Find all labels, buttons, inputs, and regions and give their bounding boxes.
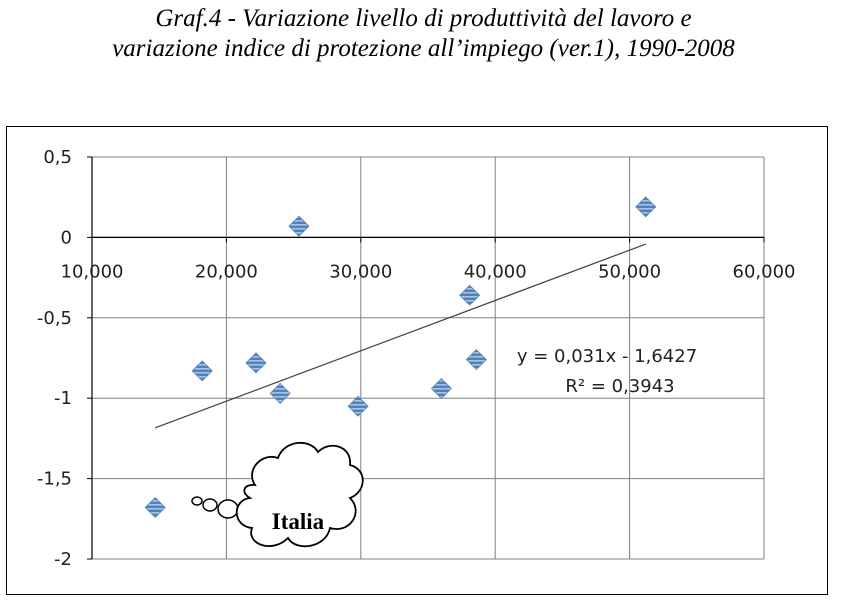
scatter-point [288, 215, 310, 237]
x-tick-label: 60,000 [733, 261, 796, 282]
chart-title-line2: variazione indice di protezione all’impi… [112, 35, 735, 62]
scatter-point [191, 360, 213, 382]
chart-frame [6, 126, 828, 595]
italia-callout: Italia [191, 442, 364, 548]
x-tick-label: 20,000 [195, 261, 258, 282]
trendline [154, 243, 646, 429]
thought-bubble-large [217, 499, 239, 519]
y-tick-label: 0,5 [43, 147, 72, 168]
x-tick-label: 10,000 [61, 261, 124, 282]
chart-title: Graf.4 - Variazione livello di produttiv… [0, 4, 847, 64]
y-tick-label: -2 [54, 549, 72, 570]
chart-title-line1: Graf.4 - Variazione livello di produttiv… [155, 5, 692, 32]
y-tick-label: 0 [61, 227, 72, 248]
italia-label: Italia [272, 509, 325, 534]
trend-equation: y = 0,031x - 1,6427 [517, 346, 697, 367]
y-tick-label: -1 [54, 388, 72, 409]
thought-cloud [235, 442, 364, 548]
x-tick-label: 40,000 [464, 261, 527, 282]
scatter-point [635, 196, 657, 218]
trend-r-squared: R² = 0,3943 [565, 376, 674, 397]
y-tick-label: -1,5 [37, 469, 72, 490]
x-tick-label: 30,000 [329, 261, 392, 282]
data-points [144, 196, 657, 519]
annotations: y = 0,031x - 1,6427 R² = 0,3943 Italia [191, 346, 697, 548]
axes [87, 156, 765, 560]
thought-bubble-medium [202, 498, 218, 512]
scatter-point [465, 349, 487, 371]
scatter-point [245, 352, 267, 374]
scatter-point [144, 496, 166, 519]
x-tick-label: 50,000 [598, 261, 661, 282]
trendline-path [154, 243, 646, 429]
scatter-point [269, 382, 291, 404]
tick-labels: 0,5 0 -0,5 -1 -1,5 -2 10,000 20,000 30,000 40,000… [37, 147, 796, 570]
scatter-point [430, 377, 453, 400]
scatter-point [459, 284, 481, 306]
scatter-point [347, 395, 369, 417]
thought-bubble-small [191, 496, 203, 506]
y-tick-label: -0,5 [37, 308, 72, 329]
